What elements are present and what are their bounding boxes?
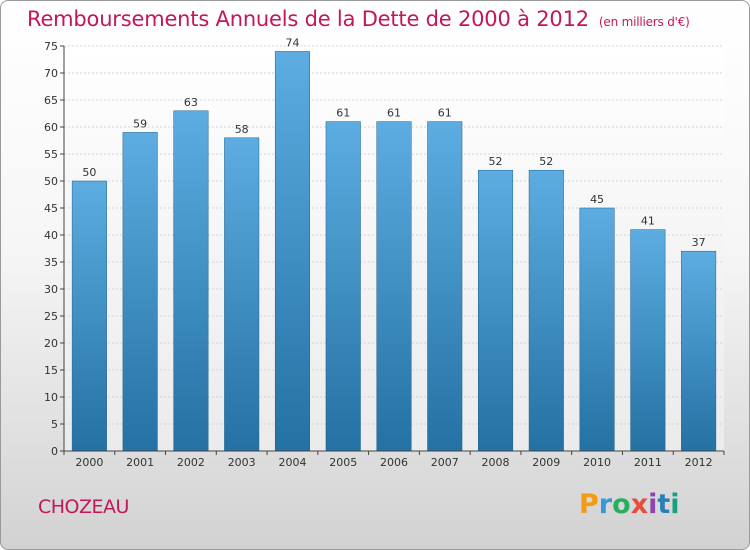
- bar-2004: [274, 51, 310, 452]
- commune-name: CHOZEAU: [38, 496, 129, 518]
- bar-2007: [427, 121, 463, 452]
- logo-letter: i: [670, 489, 680, 520]
- y-tick-label: 25: [44, 310, 58, 323]
- bar-2010: [579, 207, 615, 452]
- y-tick-label: 5: [51, 418, 58, 431]
- y-tick-label: 65: [44, 94, 58, 107]
- x-tick-label: 2010: [583, 456, 611, 469]
- bar-2005: [325, 121, 361, 452]
- logo-letter: t: [657, 489, 671, 520]
- proxiti-logo: Proxiti: [579, 489, 680, 520]
- y-tick-label: 15: [44, 364, 58, 377]
- bar-2003: [224, 137, 260, 452]
- chart-title: Remboursements Annuels de la Dette de 20…: [27, 7, 690, 31]
- logo-letter: i: [648, 489, 658, 520]
- y-tick-label: 35: [44, 256, 58, 269]
- y-tick-label: 40: [44, 229, 58, 242]
- logo-letter: r: [598, 489, 613, 520]
- y-tick-label: 70: [44, 67, 58, 80]
- x-tick-label: 2004: [278, 456, 306, 469]
- data-label: 59: [133, 117, 147, 130]
- y-tick-label: 75: [44, 40, 58, 53]
- data-label: 45: [590, 193, 604, 206]
- logo-letter: x: [630, 489, 649, 520]
- data-label: 74: [285, 36, 299, 49]
- x-tick-label: 2012: [685, 456, 713, 469]
- data-label: 58: [235, 123, 249, 136]
- bar-2009: [528, 169, 564, 452]
- axes: [63, 46, 724, 452]
- y-tick-label: 60: [44, 121, 58, 134]
- x-tick-label: 2011: [634, 456, 662, 469]
- data-label: 61: [336, 107, 350, 120]
- x-tick-label: 2000: [75, 456, 103, 469]
- data-label: 37: [692, 236, 706, 249]
- y-tick-label: 50: [44, 175, 58, 188]
- bar-2012: [681, 250, 717, 452]
- logo-letter: P: [579, 489, 599, 520]
- data-label: 50: [82, 166, 96, 179]
- data-labels: 50 59 63 58 74 61 61 61 52 52 45 41 37: [82, 36, 705, 249]
- x-tick-label: 2005: [329, 456, 357, 469]
- y-axis-ticks: 0 5 10 15 20 25 30 35 40 45 50 55 60 65 70 75: [44, 40, 64, 458]
- x-axis-ticks: 2000 2001 2002 2003 2004 2005 2006 2007 2008 2009…: [63, 451, 725, 469]
- x-tick-label: 2009: [532, 456, 560, 469]
- y-tick-label: 20: [44, 337, 58, 350]
- y-tick-label: 45: [44, 202, 58, 215]
- x-tick-label: 2008: [482, 456, 510, 469]
- bar-2008: [478, 169, 514, 452]
- x-tick-label: 2003: [228, 456, 256, 469]
- data-label: 52: [489, 155, 503, 168]
- y-tick-label: 10: [44, 391, 58, 404]
- chart-title-text: Remboursements Annuels de la Dette de 20…: [27, 7, 589, 31]
- y-tick-label: 0: [51, 445, 58, 458]
- bar-2002: [173, 110, 209, 452]
- data-label: 41: [641, 215, 655, 228]
- bar-2000: [71, 180, 107, 452]
- y-tick-label: 30: [44, 283, 58, 296]
- x-tick-label: 2002: [177, 456, 205, 469]
- data-label: 52: [539, 155, 553, 168]
- bars: [71, 51, 717, 452]
- data-label: 61: [438, 107, 452, 120]
- logo-letter: o: [612, 489, 631, 520]
- bar-2001: [122, 132, 158, 452]
- data-label: 63: [184, 96, 198, 109]
- y-tick-label: 55: [44, 148, 58, 161]
- bar-2011: [630, 229, 666, 452]
- x-tick-label: 2006: [380, 456, 408, 469]
- bar-2006: [376, 121, 412, 452]
- x-tick-label: 2007: [431, 456, 459, 469]
- chart-unit: (en milliers d'€): [598, 15, 690, 29]
- x-tick-label: 2001: [126, 456, 154, 469]
- data-label: 61: [387, 107, 401, 120]
